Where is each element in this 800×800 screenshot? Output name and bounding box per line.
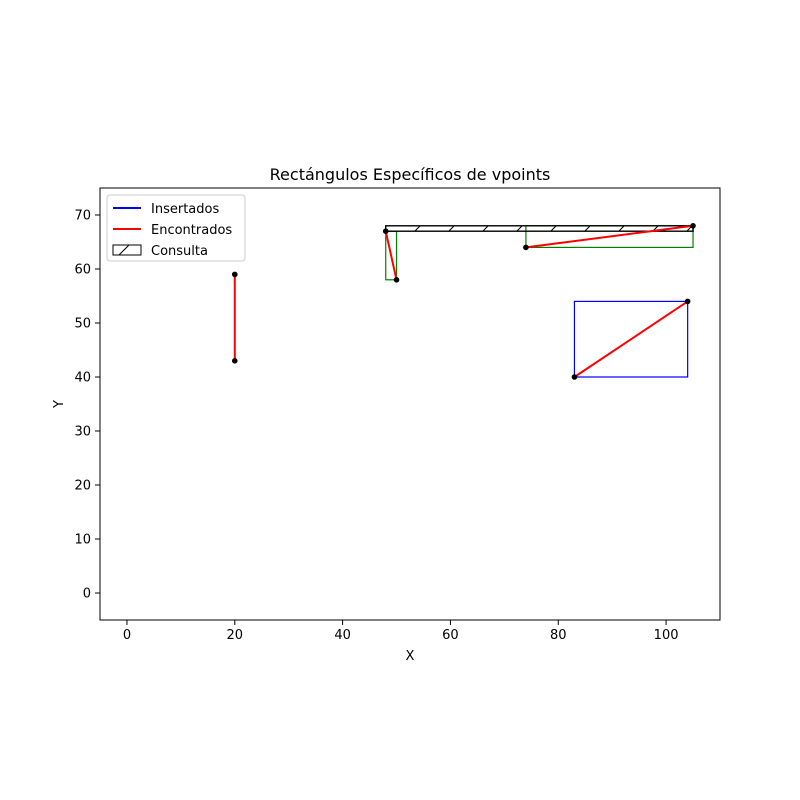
axes-frame — [99, 187, 721, 621]
data-point-1 — [231, 271, 238, 278]
inserted-rect-1 — [573, 300, 689, 378]
legend-hatch-consulta — [118, 244, 130, 256]
plot-area — [231, 223, 696, 380]
x-tick-label-80: 80 — [550, 628, 567, 643]
data-point-2 — [231, 358, 238, 364]
y-tick-label-60: 60 — [74, 263, 91, 278]
found-segment-2 — [384, 230, 398, 281]
data-point-3 — [382, 228, 389, 234]
x-tick-label-40: 40 — [334, 628, 351, 643]
query-rect — [385, 225, 694, 232]
data-point-5 — [523, 244, 529, 251]
found-segment-3 — [525, 224, 694, 249]
legend-label-consulta: Consulta — [151, 244, 208, 259]
x-tick-label-0: 0 — [123, 628, 131, 643]
data-point-8 — [684, 298, 691, 305]
y-tick-label-30: 30 — [74, 425, 91, 440]
axes: 0 20 40 60 80 100 0 10 20 30 40 50 60 70 — [74, 187, 721, 643]
data-point-7 — [571, 374, 578, 380]
y-tick-label-10: 10 — [74, 533, 91, 548]
y-tick-label-50: 50 — [74, 317, 91, 332]
x-tick-label-60: 60 — [442, 628, 459, 643]
y-tick-label-70: 70 — [74, 209, 91, 224]
x-axis-label: X — [406, 649, 415, 664]
chart-title: Rectángulos Específicos de vpoints — [270, 165, 551, 184]
legend-label-insertados: Insertados — [151, 202, 219, 217]
x-tick-label-100: 100 — [654, 628, 679, 643]
y-axis-label: Y — [52, 400, 67, 409]
legend-label-encontrados: Encontrados — [151, 223, 232, 238]
y-tick-label-0: 0 — [83, 587, 91, 602]
y-tick-label-40: 40 — [74, 371, 91, 386]
legend: Insertados Encontrados Consulta — [106, 194, 246, 262]
y-tick-label-20: 20 — [74, 479, 91, 494]
data-point-6 — [690, 223, 696, 229]
x-tick-label-20: 20 — [227, 628, 244, 643]
data-point-4 — [393, 277, 400, 283]
found-segment-4 — [573, 300, 689, 378]
legend-swatch-consulta — [112, 244, 142, 256]
